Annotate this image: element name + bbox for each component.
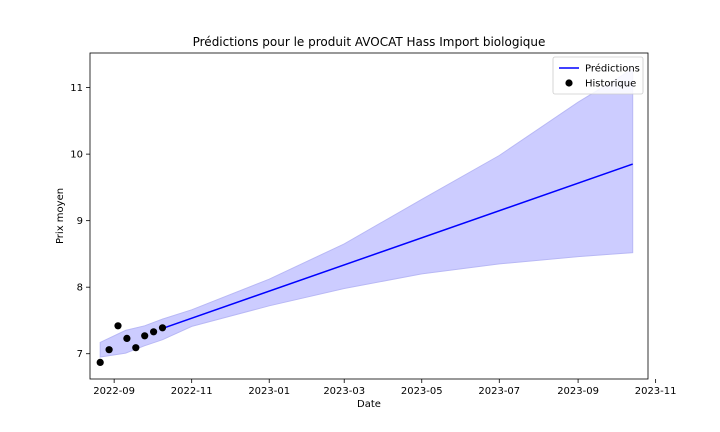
plot-clip-group — [96, 68, 634, 366]
prediction-interval-band — [99, 68, 634, 358]
legend-label-2: Historique — [585, 79, 636, 90]
x-tick-label-4: 2023-03 — [323, 386, 365, 397]
legend: Prédictions Historique — [552, 56, 644, 95]
series-line-predictions — [162, 163, 633, 330]
x-tick-label-2: 2022-11 — [171, 386, 213, 397]
x-tick-label-3: 2023-01 — [248, 386, 290, 397]
historique-point-5 — [132, 344, 140, 352]
historique-point-3 — [114, 322, 122, 330]
plot-area — [96, 68, 634, 366]
chart-title: Prédictions pour le produit AVOCAT Hass … — [193, 35, 546, 49]
historique-point-7 — [150, 328, 158, 336]
x-tick-label-5: 2023-05 — [401, 386, 443, 397]
y-axis-label: Prix moyen — [55, 188, 66, 244]
x-axis-label: Date — [357, 399, 381, 410]
legend-box — [552, 56, 644, 95]
y-tick-label-3: 9 — [77, 216, 83, 227]
y-tick-label-4: 10 — [70, 150, 83, 161]
x-tick-label-8: 2023-11 — [635, 386, 677, 397]
plot-frame — [89, 52, 649, 380]
x-tick-label-1: 2022-09 — [93, 386, 135, 397]
y-tick-label-2: 8 — [77, 283, 83, 294]
x-tick-label-6: 2023-07 — [478, 386, 520, 397]
historique-point-6 — [141, 332, 149, 340]
y-tick-label-5: 11 — [70, 83, 83, 94]
x-tick-label-7: 2023-09 — [557, 386, 599, 397]
axes: 2022-09 2022-11 2023-01 2023-03 2023-05 2023-… — [70, 52, 677, 397]
historique-point-2 — [105, 346, 113, 354]
historique-point-1 — [96, 358, 104, 366]
historique-point-8 — [158, 324, 167, 332]
historique-point-4 — [123, 334, 131, 342]
y-tick-label-1: 7 — [77, 349, 83, 360]
legend-swatch-historique — [565, 79, 573, 87]
legend-label-1: Prédictions — [585, 63, 640, 75]
